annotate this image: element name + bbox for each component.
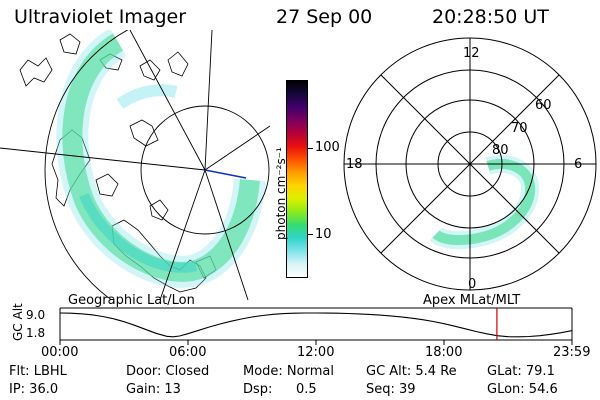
seq-info: Seq: 39 bbox=[366, 382, 416, 397]
polar-label-0: 0 bbox=[468, 277, 477, 292]
polar-label-18: 18 bbox=[346, 157, 363, 172]
gain-info: Gain: 13 bbox=[126, 382, 181, 397]
x-tick-label-1800: 18:00 bbox=[425, 345, 463, 360]
x-tick-label-2359: 23:59 bbox=[553, 345, 591, 360]
altitude-chart: GC Alt 9.0 1.8 bbox=[11, 303, 573, 345]
colorbar-unit-label: photon cm⁻²s⁻¹ bbox=[274, 147, 288, 240]
aurora-oval-geo bbox=[56, 30, 266, 288]
x-tick-label-1200: 12:00 bbox=[297, 345, 335, 360]
altitude-series-line bbox=[59, 312, 572, 338]
colorbar-tick-minor bbox=[307, 234, 313, 235]
apex-polar-map bbox=[343, 37, 597, 291]
ip-info: IP: 36.0 bbox=[9, 382, 59, 397]
y-axis-label: GC Alt bbox=[11, 303, 25, 341]
glat-info: GLat: 79.1 bbox=[487, 364, 555, 379]
mode-info: Mode: Normal bbox=[243, 364, 334, 379]
geographic-map bbox=[0, 30, 270, 300]
lat-label-80: 80 bbox=[492, 143, 509, 158]
x-tick-label-0000: 00:00 bbox=[41, 345, 79, 360]
aurora-oval-polar bbox=[429, 155, 540, 250]
y-tick-9: 9.0 bbox=[26, 308, 45, 322]
polar-label-6: 6 bbox=[574, 157, 583, 172]
apex-map-label: Apex MLat/MLT bbox=[423, 293, 521, 308]
geo-grid bbox=[0, 30, 270, 300]
header-time: 20:28:50 UT bbox=[432, 6, 549, 28]
x-tick-label-0600: 06:00 bbox=[169, 345, 207, 360]
dsp-value: 0.5 bbox=[296, 382, 317, 397]
colorbar-gradient bbox=[287, 81, 307, 277]
gc-alt-info: GC Alt: 5.4 Re bbox=[366, 364, 457, 379]
x-tick-marks bbox=[59, 340, 573, 345]
colorbar bbox=[286, 80, 308, 278]
polar-label-12: 12 bbox=[463, 46, 480, 61]
filter-info: Flt: LBHL bbox=[9, 364, 67, 379]
door-info: Door: Closed bbox=[126, 364, 210, 379]
dsp-label: Dsp: bbox=[243, 382, 273, 397]
header-date: 27 Sep 00 bbox=[276, 6, 373, 28]
geo-map-label: Geographic Lat/Lon bbox=[68, 293, 195, 308]
y-tick-1-8: 1.8 bbox=[26, 326, 45, 340]
glon-info: GLon: 54.6 bbox=[487, 382, 558, 397]
colorbar-tick-major bbox=[307, 148, 313, 149]
colorbar-tick-10: 10 bbox=[315, 227, 332, 242]
polar-grid bbox=[343, 37, 597, 291]
lat-label-70: 70 bbox=[511, 121, 528, 136]
lat-label-60: 60 bbox=[535, 98, 552, 113]
instrument-title: Ultraviolet Imager bbox=[14, 6, 187, 28]
colorbar-tick-100: 100 bbox=[315, 140, 340, 155]
